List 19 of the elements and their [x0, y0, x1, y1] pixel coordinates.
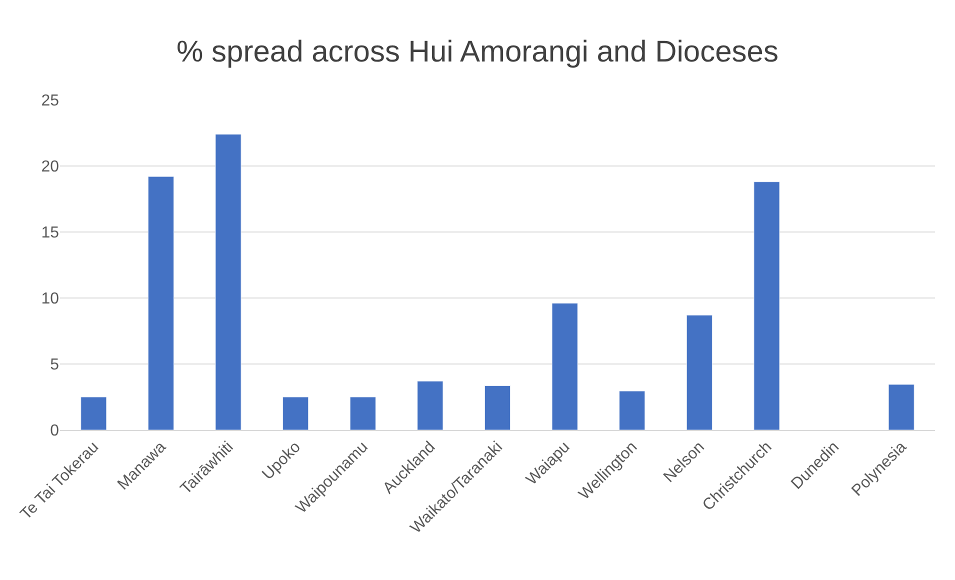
y-tick-label: 5	[50, 356, 60, 374]
bar	[888, 384, 914, 430]
bar	[619, 390, 646, 430]
bar	[484, 386, 511, 430]
y-tick-label: 25	[41, 92, 60, 110]
bar	[148, 176, 174, 430]
y-tick-label: 0	[50, 422, 60, 440]
bar	[754, 182, 780, 430]
bar	[686, 314, 712, 430]
bar	[282, 396, 309, 430]
bar	[350, 396, 376, 430]
y-tick-label: 20	[41, 158, 60, 176]
bar	[215, 134, 242, 430]
y-tick-label: 15	[41, 224, 60, 242]
y-tick-label: 10	[41, 290, 60, 308]
bar	[80, 396, 107, 430]
bar	[552, 303, 578, 430]
chart-title: % spread across Hui Amorangi and Dioceses	[176, 36, 778, 69]
bar	[417, 380, 444, 430]
